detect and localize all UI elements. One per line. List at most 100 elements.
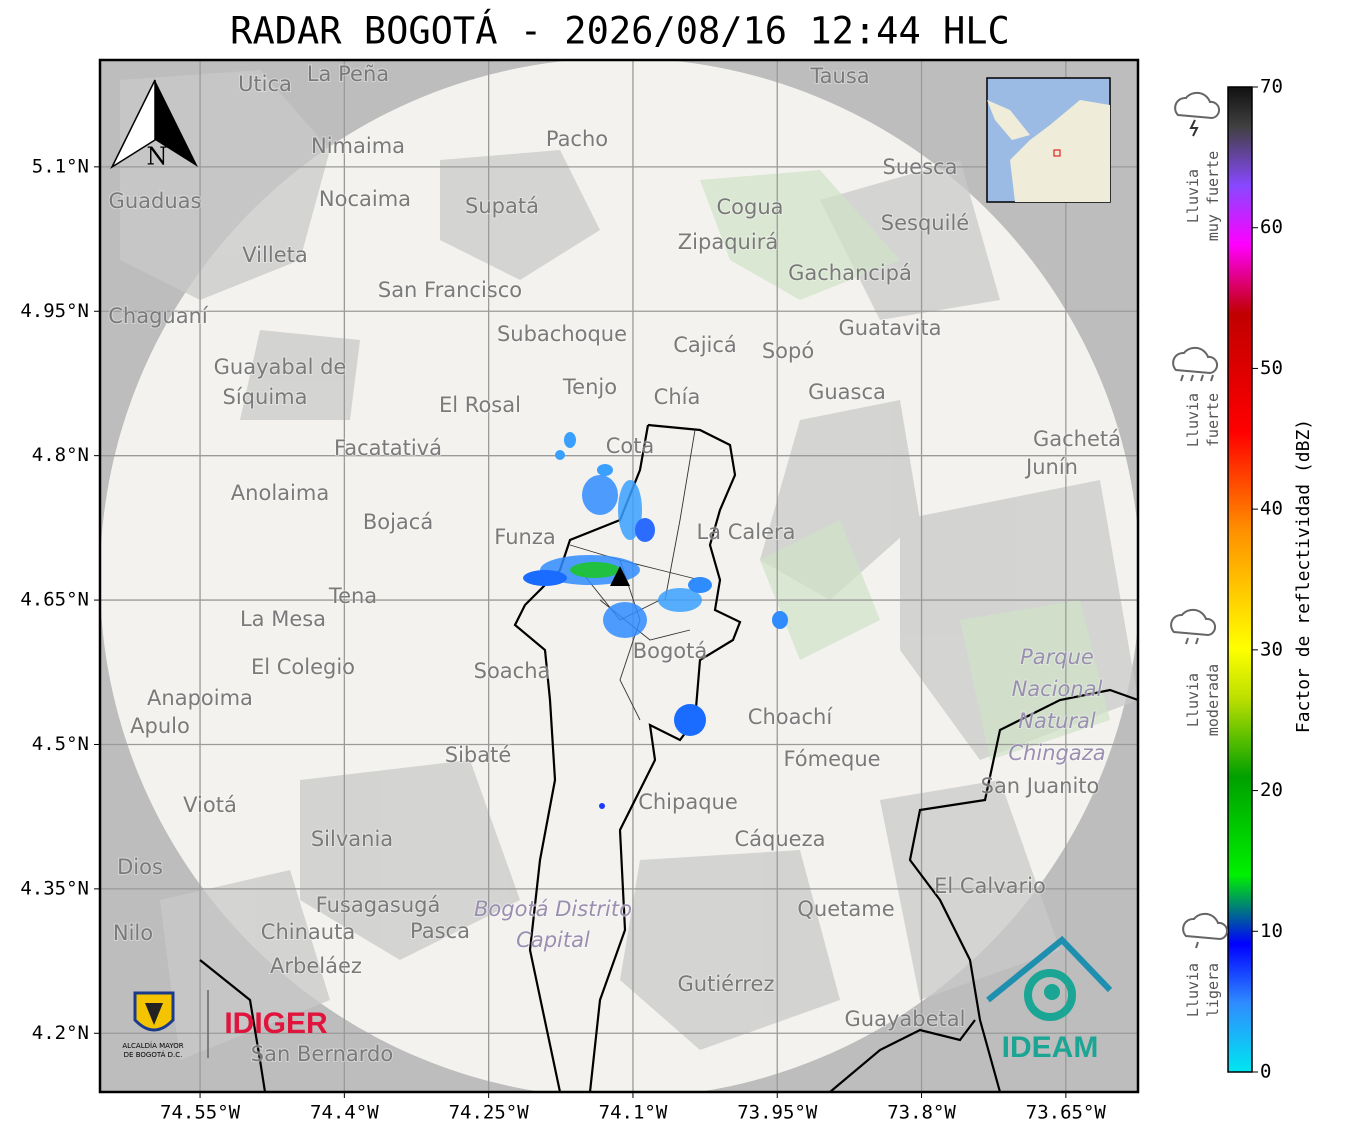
place-label: Viotá [183, 793, 237, 817]
x-tick-label: 74.25°W [449, 1102, 530, 1124]
colorbar-tick-label: 10 [1260, 920, 1283, 942]
logo-text: DE BOGOTÁ D.C. [124, 1050, 183, 1059]
place-label: Tena [328, 584, 377, 608]
place-label: Cajicá [673, 333, 737, 357]
place-label: Chipaque [638, 790, 738, 814]
place-label: Anapoima [147, 686, 253, 710]
y-tick-label: 4.8°N [32, 444, 89, 466]
x-tick-label: 74.1°W [599, 1102, 668, 1124]
north-arrow: N [110, 79, 198, 171]
y-tick-label: 4.65°N [20, 589, 89, 611]
legend-label: moderada [1204, 664, 1222, 736]
place-label: Chaguaní [108, 304, 209, 328]
place-label: Guayabetal [845, 1007, 966, 1031]
x-tick-label: 74.4°W [310, 1102, 379, 1124]
place-label: Villeta [242, 243, 307, 267]
vegetation [700, 170, 1110, 760]
north-label: N [147, 143, 168, 171]
inset-map [986, 77, 1111, 203]
place-label: Gachetá [1033, 427, 1121, 451]
localities [569, 429, 701, 721]
logo-text: IDEAM [1002, 1031, 1099, 1064]
place-label: Suesca [883, 155, 958, 179]
legend-label: muy fuerte [1204, 151, 1222, 241]
place-labels: La Peña Utica Tausa Pacho Nimaima Nocaima Supa… [107, 61, 1122, 1067]
place-label: Sibaté [445, 743, 512, 767]
place-label: Natural [1018, 709, 1096, 733]
place-label: Nilo [113, 921, 153, 945]
place-label: Nacional [1012, 677, 1103, 701]
y-tick-label: 4.5°N [32, 733, 89, 755]
place-label: Bojacá [363, 510, 433, 534]
place-label: Guatavita [839, 316, 942, 340]
place-label: San Juanito [981, 774, 1100, 798]
axes: 74.55°W 74.4°W 74.25°W 74.1°W 73.95°W 73.8°W 7… [20, 155, 1106, 1123]
place-label: Arbeláez [270, 954, 362, 978]
colorbar-tick-label: 20 [1260, 779, 1283, 801]
y-tick-label: 4.95°N [20, 300, 89, 322]
legend-label: Lluvia [1184, 673, 1202, 727]
place-label: Utica [238, 72, 292, 96]
place-label: Tenjo [562, 375, 617, 399]
colorbar-tick-label: 50 [1260, 357, 1283, 379]
place-label: Funza [494, 525, 555, 549]
place-label: Pacho [546, 127, 608, 151]
x-tick-label: 73.65°W [1026, 1102, 1107, 1124]
place-label: Subachoque [497, 322, 627, 346]
place-label: Sopó [762, 339, 814, 363]
place-label: Gachancipá [788, 261, 912, 285]
place-label: Supatá [465, 194, 539, 218]
colorbar-tick-label: 70 [1260, 76, 1283, 98]
place-label: Bogotá Distrito [474, 897, 632, 921]
x-tick-label: 73.8°W [887, 1102, 956, 1124]
place-label: Fusagasugá [316, 893, 441, 917]
logo-ideam: IDEAM [986, 935, 1113, 1064]
legend-label: Lluvia [1184, 169, 1202, 223]
radar-site [610, 566, 630, 586]
logo-text: IDIGER [224, 1007, 328, 1040]
colorbar-label: Factor de reflectividad (dBZ) [1293, 419, 1314, 733]
place-label: Cogua [716, 195, 783, 219]
place-label: Bogotá [633, 639, 708, 663]
colorbar-tick-label: 60 [1260, 216, 1283, 238]
place-label: Choachí [748, 705, 834, 729]
place-label: Quetame [797, 897, 894, 921]
place-label: Zipaquirá [678, 230, 778, 254]
y-tick-label: 5.1°N [32, 155, 89, 177]
place-label: Pasca [410, 919, 470, 943]
place-label: Parque [1020, 645, 1094, 669]
place-label: Sesquilé [881, 211, 969, 235]
place-label: Apulo [130, 714, 190, 738]
legend-label: ligera [1204, 963, 1222, 1017]
place-label: La Mesa [240, 607, 326, 631]
place-label: Soacha [474, 659, 551, 683]
place-label: Anolaima [231, 481, 329, 505]
place-label: Dios [117, 855, 163, 879]
place-label: Nimaima [311, 134, 405, 158]
place-label: El Colegio [251, 655, 355, 679]
colorbar-tick-label: 30 [1260, 638, 1283, 660]
colorbar-tick-label: 40 [1260, 498, 1283, 520]
place-label: Gutiérrez [678, 972, 775, 996]
place-label: Junín [1024, 455, 1078, 479]
legend-label: Lluvia [1184, 393, 1202, 447]
y-tick-label: 4.2°N [32, 1022, 89, 1044]
title: RADAR BOGOTÁ - 2026/08/16 12:44 HLC [230, 9, 1010, 53]
place-label: Guasca [808, 380, 886, 404]
place-label: El Calvario [934, 874, 1046, 898]
place-label: Chía [654, 385, 701, 409]
place-label: Cáqueza [735, 827, 826, 851]
map: La Peña Utica Tausa Pacho Nimaima Nocaima Supa… [100, 60, 1138, 1092]
place-label: La Calera [696, 520, 795, 544]
place-label: Fómeque [783, 747, 880, 771]
map-frame [98, 58, 1140, 1094]
x-tick-label: 73.95°W [737, 1102, 818, 1124]
place-label: Capital [516, 928, 590, 952]
place-label: Cota [606, 434, 655, 458]
logo-text: ALCALDÍA MAYOR [122, 1041, 183, 1050]
colorbar [1227, 86, 1253, 1073]
place-label: La Peña [307, 62, 389, 86]
place-label: Chinauta [261, 920, 355, 944]
